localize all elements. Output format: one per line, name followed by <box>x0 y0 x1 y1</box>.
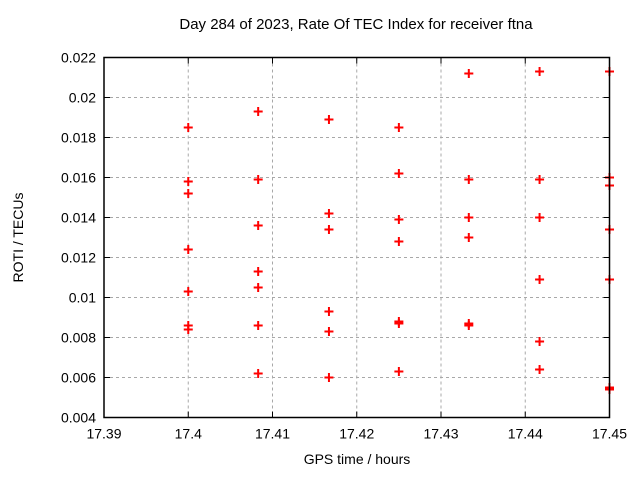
data-point-marker <box>253 107 263 116</box>
plot-border <box>103 56 611 419</box>
x-tick-label: 17.39 <box>86 426 121 442</box>
tick-labels-layer: 17.39 17.4 17.41 17.42 17.43 17.44 17.45 0.004 0… <box>61 50 627 442</box>
grid-layer <box>104 57 610 418</box>
data-point-marker <box>394 169 404 178</box>
data-point-marker <box>183 245 193 254</box>
data-point-marker <box>253 283 263 292</box>
y-tick-label: 0.006 <box>61 370 96 386</box>
y-tick-label: 0.004 <box>61 410 96 426</box>
data-point-marker <box>464 175 474 184</box>
data-point-marker <box>535 175 545 184</box>
data-point-marker <box>324 327 334 336</box>
data-point-marker <box>464 321 474 330</box>
data-point-marker <box>324 225 334 234</box>
data-point-marker <box>253 321 263 330</box>
x-tick-label: 17.42 <box>339 426 374 442</box>
y-tick-label: 0.022 <box>61 50 96 66</box>
data-point-marker <box>464 213 474 222</box>
axes-layer <box>103 56 611 419</box>
data-point-marker <box>535 275 545 284</box>
data-point-marker <box>183 287 193 296</box>
data-point-marker <box>394 367 404 376</box>
y-tick-label: 0.008 <box>61 330 96 346</box>
y-axis-label: ROTI / TECUs <box>10 193 26 283</box>
x-tick-label: 17.4 <box>175 426 202 442</box>
data-point-marker <box>253 369 263 378</box>
data-point-marker <box>535 337 545 346</box>
data-point-marker <box>324 209 334 218</box>
data-point-marker <box>324 373 334 382</box>
data-point-marker <box>324 115 334 124</box>
data-point-marker <box>535 365 545 374</box>
y-tick-label: 0.016 <box>61 170 96 186</box>
data-point-marker <box>183 325 193 334</box>
x-tick-label: 17.41 <box>255 426 290 442</box>
data-point-marker <box>394 215 404 224</box>
data-point-marker <box>394 237 404 246</box>
y-tick-label: 0.018 <box>61 130 96 146</box>
y-tick-label: 0.014 <box>61 210 96 226</box>
data-point-marker <box>324 307 334 316</box>
data-point-marker <box>394 123 404 132</box>
data-point-marker <box>253 175 263 184</box>
y-tick-label: 0.02 <box>69 90 96 106</box>
data-point-marker <box>183 189 193 198</box>
data-point-marker <box>253 267 263 276</box>
data-point-marker <box>394 319 404 328</box>
data-point-marker <box>535 67 545 76</box>
y-tick-label: 0.012 <box>61 250 96 266</box>
x-tick-label: 17.43 <box>423 426 458 442</box>
x-tick-label: 17.44 <box>508 426 543 442</box>
y-tick-label: 0.01 <box>69 290 96 306</box>
chart-title: Day 284 of 2023, Rate Of TEC Index for r… <box>179 16 533 33</box>
data-point-marker <box>464 69 474 78</box>
data-point-marker <box>183 177 193 186</box>
x-tick-label: 17.45 <box>592 426 627 442</box>
data-points-layer <box>183 67 614 394</box>
data-point-marker <box>535 213 545 222</box>
x-axis-label: GPS time / hours <box>304 451 411 467</box>
data-point-marker <box>183 123 193 132</box>
data-point-marker <box>464 233 474 242</box>
data-point-marker <box>253 221 263 230</box>
